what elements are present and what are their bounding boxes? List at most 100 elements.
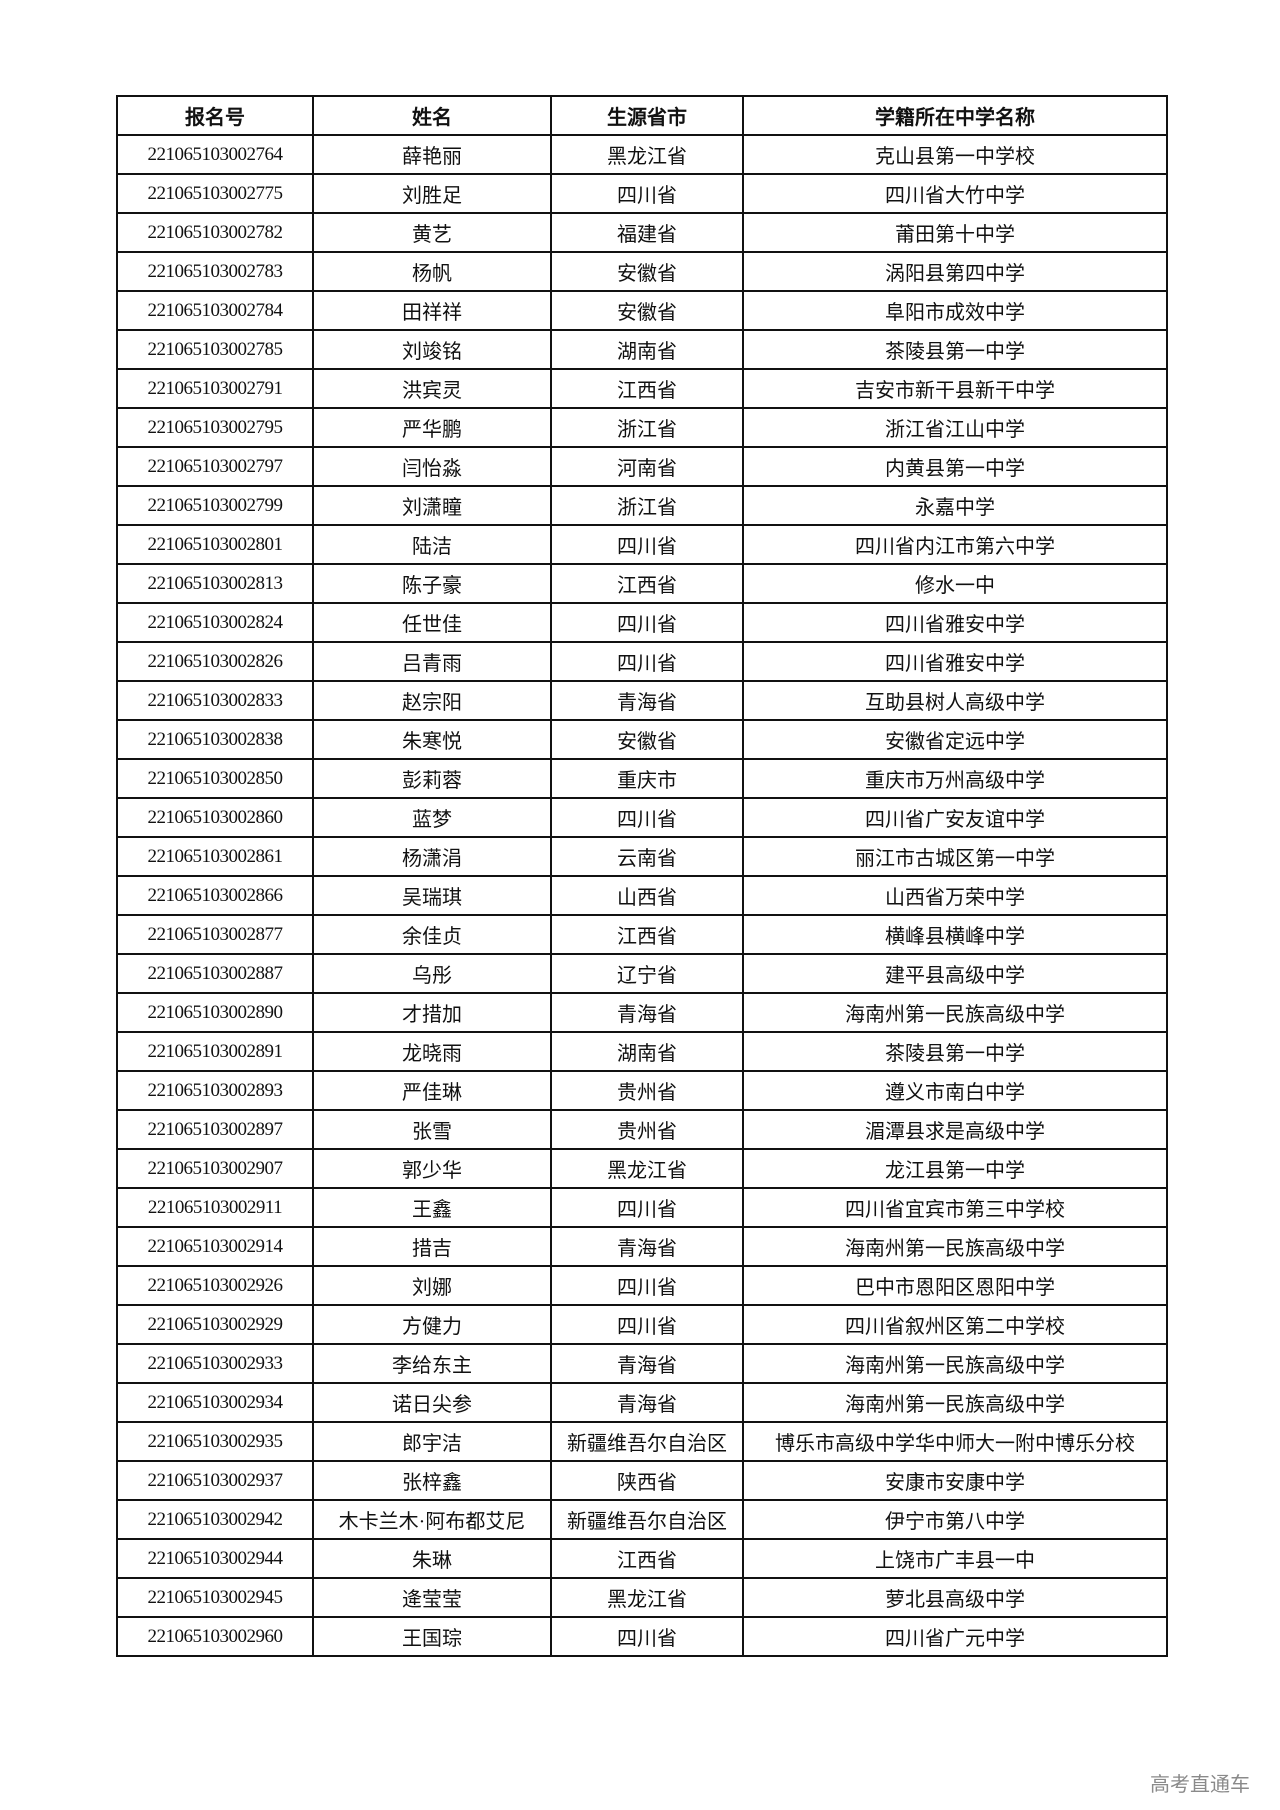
name-cell: 彭莉蓉: [312, 758, 552, 799]
table-row: 221065103002861 杨潇涓 云南省 丽江市古城区第一中学: [116, 836, 1168, 877]
school-cell: 龙江县第一中学: [742, 1148, 1168, 1189]
province-cell: 黑龙江省: [550, 134, 744, 175]
registration-number-cell: 221065103002907: [116, 1148, 314, 1189]
registration-number-cell: 221065103002934: [116, 1382, 314, 1423]
name-cell: 蓝梦: [312, 797, 552, 838]
registration-number-cell: 221065103002893: [116, 1070, 314, 1111]
table-row: 221065103002887 乌彤 辽宁省 建平县高级中学: [116, 953, 1168, 994]
name-cell: 闫怡淼: [312, 446, 552, 487]
province-cell: 江西省: [550, 563, 744, 604]
table-row: 221065103002937 张梓鑫 陕西省 安康市安康中学: [116, 1460, 1168, 1501]
province-cell: 四川省: [550, 524, 744, 565]
registration-number-cell: 221065103002795: [116, 407, 314, 448]
name-cell: 龙晓雨: [312, 1031, 552, 1072]
registration-number-cell: 221065103002926: [116, 1265, 314, 1306]
table-row: 221065103002797 闫怡淼 河南省 内黄县第一中学: [116, 446, 1168, 487]
table-header-row: 报名号 姓名 生源省市 学籍所在中学名称: [116, 95, 1168, 136]
registration-number-cell: 221065103002783: [116, 251, 314, 292]
name-cell: 才措加: [312, 992, 552, 1033]
name-cell: 张梓鑫: [312, 1460, 552, 1501]
table-row: 221065103002850 彭莉蓉 重庆市 重庆市万州高级中学: [116, 758, 1168, 799]
province-cell: 福建省: [550, 212, 744, 253]
school-cell: 互助县树人高级中学: [742, 680, 1168, 721]
school-cell: 吉安市新干县新干中学: [742, 368, 1168, 409]
name-cell: 乌彤: [312, 953, 552, 994]
table-row: 221065103002944 朱琳 江西省 上饶市广丰县一中: [116, 1538, 1168, 1579]
name-cell: 薛艳丽: [312, 134, 552, 175]
registration-number-cell: 221065103002850: [116, 758, 314, 799]
registration-number-cell: 221065103002801: [116, 524, 314, 565]
table-row: 221065103002775 刘胜足 四川省 四川省大竹中学: [116, 173, 1168, 214]
name-cell: 陆洁: [312, 524, 552, 565]
name-cell: 黄艺: [312, 212, 552, 253]
name-cell: 刘娜: [312, 1265, 552, 1306]
table-row: 221065103002782 黄艺 福建省 莆田第十中学: [116, 212, 1168, 253]
name-cell: 洪宾灵: [312, 368, 552, 409]
table-row: 221065103002783 杨帆 安徽省 涡阳县第四中学: [116, 251, 1168, 292]
table-row: 221065103002945 逄莹莹 黑龙江省 萝北县高级中学: [116, 1577, 1168, 1618]
province-cell: 浙江省: [550, 485, 744, 526]
province-cell: 贵州省: [550, 1070, 744, 1111]
registration-number-cell: 221065103002764: [116, 134, 314, 175]
province-cell: 青海省: [550, 1382, 744, 1423]
school-cell: 博乐市高级中学华中师大一附中博乐分校: [742, 1421, 1168, 1462]
school-cell: 海南州第一民族高级中学: [742, 1382, 1168, 1423]
table-row: 221065103002929 方健力 四川省 四川省叙州区第二中学校: [116, 1304, 1168, 1345]
school-cell: 茶陵县第一中学: [742, 329, 1168, 370]
name-cell: 朱寒悦: [312, 719, 552, 760]
table-row: 221065103002791 洪宾灵 江西省 吉安市新干县新干中学: [116, 368, 1168, 409]
school-cell: 上饶市广丰县一中: [742, 1538, 1168, 1579]
school-cell: 海南州第一民族高级中学: [742, 1226, 1168, 1267]
name-cell: 吕青雨: [312, 641, 552, 682]
table-row: 221065103002897 张雪 贵州省 湄潭县求是高级中学: [116, 1109, 1168, 1150]
province-cell: 青海省: [550, 680, 744, 721]
province-cell: 安徽省: [550, 251, 744, 292]
table-row: 221065103002860 蓝梦 四川省 四川省广安友谊中学: [116, 797, 1168, 838]
province-cell: 浙江省: [550, 407, 744, 448]
name-cell: 刘潇瞳: [312, 485, 552, 526]
school-cell: 萝北县高级中学: [742, 1577, 1168, 1618]
name-cell: 朱琳: [312, 1538, 552, 1579]
name-cell: 余佳贞: [312, 914, 552, 955]
registration-number-cell: 221065103002929: [116, 1304, 314, 1345]
school-cell: 湄潭县求是高级中学: [742, 1109, 1168, 1150]
province-cell: 新疆维吾尔自治区: [550, 1499, 744, 1540]
province-cell: 青海省: [550, 1343, 744, 1384]
name-cell: 刘竣铭: [312, 329, 552, 370]
header-registration-number: 报名号: [116, 95, 314, 136]
school-cell: 山西省万荣中学: [742, 875, 1168, 916]
registration-number-cell: 221065103002890: [116, 992, 314, 1033]
school-cell: 四川省内江市第六中学: [742, 524, 1168, 565]
school-cell: 修水一中: [742, 563, 1168, 604]
name-cell: 严华鹏: [312, 407, 552, 448]
name-cell: 张雪: [312, 1109, 552, 1150]
registration-number-cell: 221065103002791: [116, 368, 314, 409]
school-cell: 永嘉中学: [742, 485, 1168, 526]
province-cell: 青海省: [550, 1226, 744, 1267]
name-cell: 逄莹莹: [312, 1577, 552, 1618]
registration-number-cell: 221065103002937: [116, 1460, 314, 1501]
table-row: 221065103002890 才措加 青海省 海南州第一民族高级中学: [116, 992, 1168, 1033]
school-cell: 茶陵县第一中学: [742, 1031, 1168, 1072]
school-cell: 四川省雅安中学: [742, 602, 1168, 643]
watermark: 高考直通车: [1150, 1772, 1250, 1796]
registration-number-cell: 221065103002891: [116, 1031, 314, 1072]
registration-number-cell: 221065103002861: [116, 836, 314, 877]
table-row: 221065103002838 朱寒悦 安徽省 安徽省定远中学: [116, 719, 1168, 760]
province-cell: 山西省: [550, 875, 744, 916]
table-row: 221065103002942 木卡兰木·阿布都艾尼 新疆维吾尔自治区 伊宁市第八中学: [116, 1499, 1168, 1540]
table-row: 221065103002866 吴瑞琪 山西省 山西省万荣中学: [116, 875, 1168, 916]
school-cell: 四川省大竹中学: [742, 173, 1168, 214]
name-cell: 李给东主: [312, 1343, 552, 1384]
registration-number-cell: 221065103002933: [116, 1343, 314, 1384]
registration-number-cell: 221065103002833: [116, 680, 314, 721]
table-row: 221065103002826 吕青雨 四川省 四川省雅安中学: [116, 641, 1168, 682]
registration-number-cell: 221065103002826: [116, 641, 314, 682]
table-row: 221065103002933 李给东主 青海省 海南州第一民族高级中学: [116, 1343, 1168, 1384]
table-row: 221065103002877 余佳贞 江西省 横峰县横峰中学: [116, 914, 1168, 955]
table-row: 221065103002799 刘潇瞳 浙江省 永嘉中学: [116, 485, 1168, 526]
name-cell: 王鑫: [312, 1187, 552, 1228]
school-cell: 重庆市万州高级中学: [742, 758, 1168, 799]
province-cell: 新疆维吾尔自治区: [550, 1421, 744, 1462]
name-cell: 刘胜足: [312, 173, 552, 214]
